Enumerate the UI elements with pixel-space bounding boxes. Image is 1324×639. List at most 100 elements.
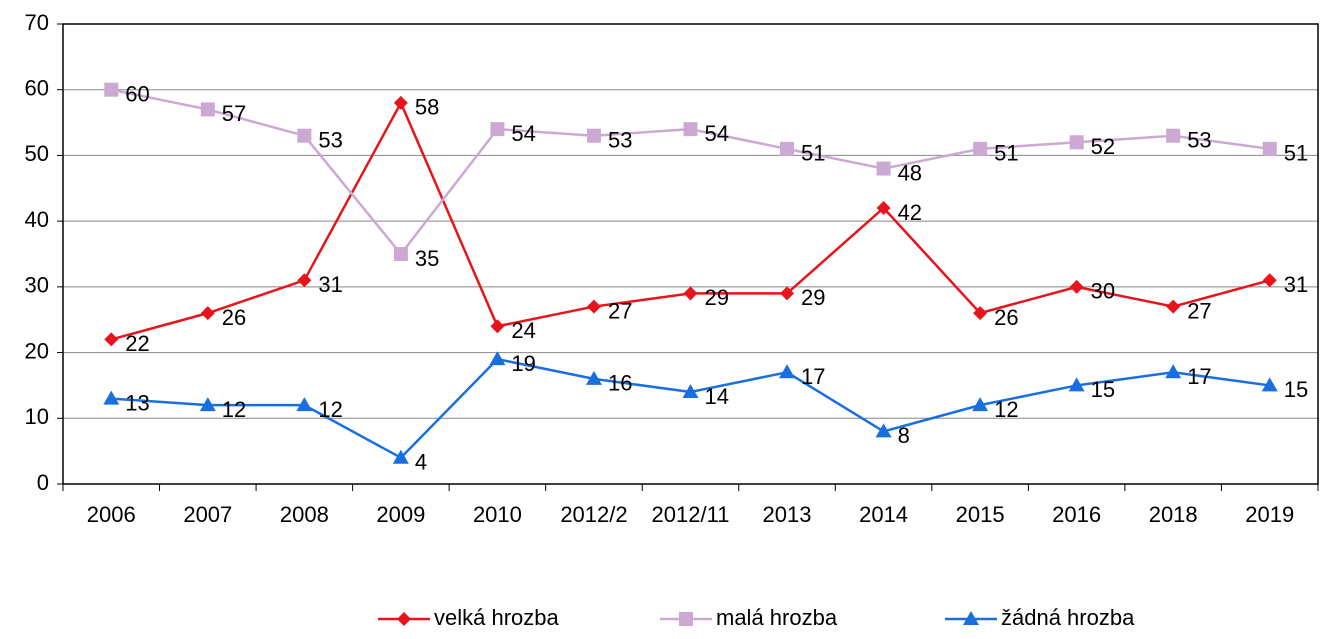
y-tick-label: 50 bbox=[25, 141, 49, 166]
x-tick-label: 2008 bbox=[280, 502, 329, 527]
data-label: 17 bbox=[1187, 364, 1211, 389]
data-point bbox=[297, 273, 312, 288]
data-point bbox=[973, 141, 988, 156]
data-point bbox=[779, 364, 796, 379]
data-point bbox=[876, 201, 891, 215]
y-tick-label: 70 bbox=[25, 10, 49, 35]
data-label: 60 bbox=[125, 82, 149, 107]
data-point bbox=[875, 423, 892, 438]
legend-label: žádná hrozba bbox=[1001, 605, 1135, 630]
data-point bbox=[104, 332, 119, 347]
data-point bbox=[682, 384, 699, 398]
data-point bbox=[104, 82, 119, 97]
data-label: 12 bbox=[994, 397, 1018, 422]
data-point bbox=[296, 397, 313, 412]
data-label: 12 bbox=[318, 397, 342, 422]
data-point bbox=[1261, 377, 1278, 392]
x-tick-label: 2014 bbox=[859, 502, 908, 527]
y-tick-label: 60 bbox=[25, 76, 49, 101]
data-point bbox=[876, 161, 891, 176]
data-point bbox=[199, 397, 216, 412]
data-label: 26 bbox=[222, 305, 246, 330]
data-label: 24 bbox=[511, 318, 535, 343]
data-label: 31 bbox=[1284, 272, 1308, 297]
data-point bbox=[490, 122, 505, 137]
data-point bbox=[200, 306, 215, 321]
data-label: 51 bbox=[801, 141, 825, 166]
data-point bbox=[103, 390, 120, 405]
x-tick-label: 2016 bbox=[1052, 502, 1101, 527]
data-point bbox=[973, 306, 988, 321]
data-point bbox=[972, 397, 989, 412]
data-label: 22 bbox=[125, 331, 149, 356]
legend-label: velká hrozba bbox=[434, 605, 560, 630]
data-point bbox=[1069, 135, 1084, 150]
data-label: 12 bbox=[222, 397, 246, 422]
data-label: 30 bbox=[1091, 279, 1115, 304]
data-label: 31 bbox=[318, 272, 342, 297]
data-point bbox=[585, 370, 602, 385]
data-point bbox=[1165, 364, 1182, 379]
data-label: 54 bbox=[511, 121, 535, 146]
series-line bbox=[111, 88, 1270, 257]
data-label: 53 bbox=[318, 128, 342, 153]
data-point bbox=[393, 95, 408, 110]
x-tick-label: 2012/2 bbox=[560, 502, 627, 527]
data-point bbox=[683, 286, 698, 301]
data-label: 53 bbox=[608, 128, 632, 153]
data-point bbox=[1166, 299, 1181, 314]
data-label: 42 bbox=[898, 200, 922, 225]
data-label: 15 bbox=[1284, 377, 1308, 402]
data-label: 58 bbox=[415, 95, 439, 120]
data-label: 27 bbox=[1187, 298, 1211, 323]
x-tick-label: 2012/11 bbox=[652, 502, 730, 527]
data-label: 27 bbox=[608, 298, 632, 323]
data-label: 4 bbox=[415, 450, 427, 475]
data-label: 16 bbox=[608, 371, 632, 396]
data-point bbox=[489, 351, 506, 366]
data-point bbox=[393, 247, 408, 261]
x-tick-label: 2013 bbox=[763, 502, 812, 527]
data-label: 54 bbox=[705, 121, 729, 146]
legend-label: malá hrozba bbox=[716, 605, 838, 630]
data-point bbox=[586, 128, 601, 143]
y-tick-label: 40 bbox=[25, 207, 49, 232]
data-point bbox=[297, 128, 312, 143]
data-point bbox=[683, 122, 698, 137]
data-label: 35 bbox=[415, 246, 439, 271]
data-point bbox=[1068, 377, 1085, 392]
x-tick-label: 2007 bbox=[183, 502, 232, 527]
data-label: 14 bbox=[705, 384, 729, 409]
x-tick-label: 2015 bbox=[956, 502, 1005, 527]
data-point bbox=[780, 141, 795, 156]
y-tick-label: 20 bbox=[25, 338, 49, 363]
data-label: 57 bbox=[222, 101, 246, 126]
data-label: 53 bbox=[1187, 128, 1211, 153]
data-point bbox=[392, 449, 409, 464]
x-tick-label: 2006 bbox=[87, 502, 136, 527]
data-label: 8 bbox=[898, 423, 910, 448]
data-point bbox=[200, 102, 215, 117]
legend-marker bbox=[963, 611, 979, 625]
y-tick-label: 0 bbox=[37, 470, 49, 495]
y-tick-label: 10 bbox=[25, 404, 49, 429]
data-label: 26 bbox=[994, 305, 1018, 330]
legend-marker bbox=[679, 612, 693, 626]
data-point bbox=[490, 319, 505, 334]
data-point bbox=[586, 299, 601, 314]
data-label: 19 bbox=[511, 351, 535, 376]
data-label: 29 bbox=[705, 285, 729, 310]
data-label: 13 bbox=[125, 390, 149, 415]
data-point bbox=[1166, 128, 1181, 143]
x-tick-label: 2018 bbox=[1149, 502, 1198, 527]
data-point bbox=[1069, 279, 1084, 294]
x-tick-label: 2010 bbox=[473, 502, 522, 527]
data-label: 48 bbox=[898, 160, 922, 185]
data-label: 29 bbox=[801, 285, 825, 310]
data-label: 51 bbox=[994, 141, 1018, 166]
data-label: 52 bbox=[1091, 134, 1115, 159]
data-point bbox=[1262, 273, 1277, 288]
x-tick-label: 2009 bbox=[376, 502, 425, 527]
data-label: 17 bbox=[801, 364, 825, 389]
